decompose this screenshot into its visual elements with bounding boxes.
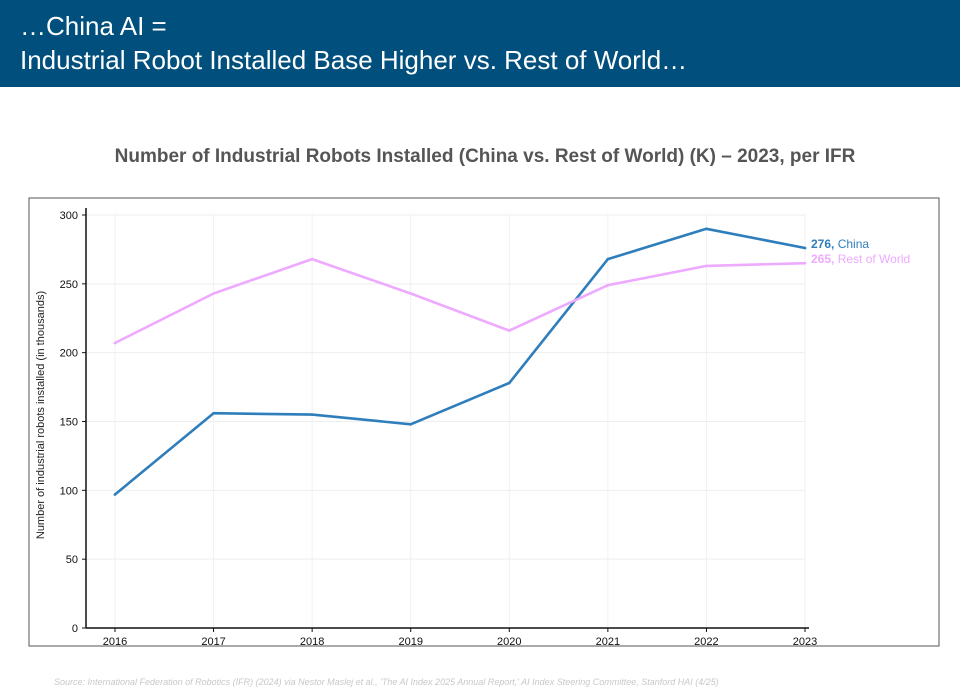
y-axis-label: Number of industrial robots installed (i… [35,291,47,539]
data-point-rest-of-world [113,341,117,345]
data-point-rest-of-world [409,292,413,295]
end-label-rest-of-world: 265, Rest of World [811,252,910,266]
source-note: Source: International Federation of Robo… [54,677,719,687]
y-tick-label: 200 [60,348,78,360]
end-label-name: Rest of World [834,252,910,266]
end-label-value: 265, [811,252,834,266]
x-tick-label: 2018 [300,636,324,648]
slide-title-line-1: …China AI = [20,11,167,41]
x-tick-label: 2022 [694,636,718,648]
plot-frame [28,197,940,647]
x-tick-label: 2020 [497,636,521,648]
data-point-rest-of-world [803,261,807,265]
end-label-value: 276, [811,237,834,251]
grid-lines [86,213,806,629]
y-tick-label: 150 [60,417,78,429]
y-tick-labels: 0 50 100 150 200 250 300 [60,210,78,635]
axes [82,208,809,632]
chart-title: Number of Industrial Robots Installed (C… [114,146,856,167]
series-lines [113,227,807,496]
data-point-china [212,411,215,415]
slide-title-line-2: Industrial Robot Installed Base Higher v… [20,45,688,75]
x-tick-label: 2016 [103,636,127,648]
data-point-rest-of-world [705,264,708,268]
series-line-china [113,227,807,496]
x-tick-label: 2021 [596,636,620,648]
data-point-china [409,422,413,426]
data-point-china [507,381,511,385]
y-tick-label: 0 [72,623,78,635]
data-point-rest-of-world [606,283,610,287]
y-tick-label: 300 [60,210,78,222]
x-tick-labels: 2016 2017 2018 2019 2020 2021 2022 2023 [103,636,817,648]
y-tick-label: 100 [60,485,78,497]
data-point-china [310,413,314,416]
end-label-name: China [834,237,869,251]
y-tick-label: 250 [60,279,78,291]
end-label-china: 276, China [811,237,869,251]
data-point-china [803,246,807,250]
data-point-china [113,493,117,496]
title-banner: …China AI = Industrial Robot Installed B… [0,0,960,87]
series-line-rest-of-world [113,257,807,345]
x-tick-label: 2023 [793,636,817,648]
y-tick-label: 50 [66,554,78,566]
x-tick-label: 2017 [201,636,225,648]
data-point-rest-of-world [212,292,215,295]
data-point-rest-of-world [507,329,511,332]
x-tick-label: 2019 [398,636,422,648]
data-point-china [705,227,708,231]
data-point-china [606,257,610,261]
data-point-rest-of-world [310,257,314,261]
